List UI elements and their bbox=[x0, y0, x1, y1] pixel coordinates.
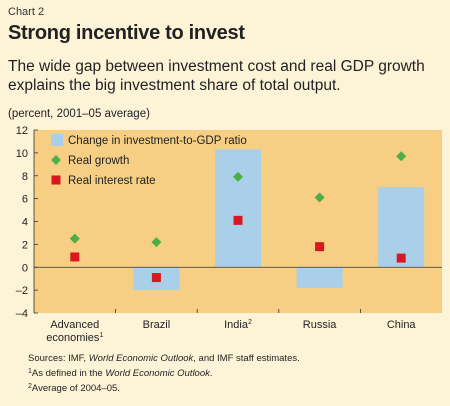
interest-point-0 bbox=[70, 252, 80, 262]
growth-point-4 bbox=[396, 151, 407, 162]
y-tick-label-7: 10 bbox=[16, 148, 28, 160]
interest-point-2 bbox=[233, 215, 243, 225]
chart-sources: Sources: IMF, World Economic Outlook, an… bbox=[28, 352, 300, 395]
sources-line: Sources: IMF, World Economic Outlook, an… bbox=[28, 353, 300, 364]
legend-interest-swatch bbox=[51, 175, 61, 185]
growth-point-1 bbox=[151, 237, 162, 248]
x-label-1-0: Brazil bbox=[143, 319, 171, 331]
legend-label-interest: Real interest rate bbox=[68, 175, 156, 187]
y-tick-label-4: 4 bbox=[22, 217, 28, 229]
chart-title: Strong incentive to invest bbox=[8, 22, 245, 44]
growth-point-0 bbox=[69, 233, 80, 244]
y-tick-label-3: 2 bbox=[22, 239, 28, 251]
x-label-0-0: Advanced bbox=[50, 319, 99, 331]
y-tick-label-0: –4 bbox=[16, 308, 28, 320]
growth-point-2 bbox=[233, 171, 243, 182]
y-tick-label-6: 8 bbox=[22, 171, 28, 183]
legend-growth-swatch bbox=[51, 155, 61, 165]
y-tick-label-5: 6 bbox=[22, 194, 28, 206]
interest-point-3 bbox=[315, 242, 325, 252]
interest-point-1 bbox=[151, 273, 161, 283]
y-tick-label-1: –2 bbox=[16, 285, 28, 297]
x-label-4-0: China bbox=[387, 319, 417, 331]
chart-units: (percent, 2001–05 average) bbox=[8, 108, 150, 120]
x-label-3-0: Russia bbox=[303, 319, 338, 331]
x-label-2-0: India2 bbox=[224, 319, 252, 331]
legend-label-growth: Real growth bbox=[68, 155, 129, 167]
y-tick-label-2: 0 bbox=[22, 262, 28, 274]
bar-2 bbox=[215, 149, 261, 268]
interest-point-4 bbox=[396, 253, 406, 263]
chart-number: Chart 2 bbox=[8, 6, 45, 18]
bar-3 bbox=[296, 267, 343, 288]
x-label-0-1: economies1 bbox=[46, 332, 103, 344]
growth-point-3 bbox=[314, 192, 325, 203]
x-label-footnote-mark: 1 bbox=[99, 332, 103, 339]
legend-label-bar: Change in investment-to-GDP ratio bbox=[68, 135, 247, 147]
x-label-footnote-mark: 2 bbox=[248, 319, 252, 326]
chart-subtitle: The wide gap between investment cost and… bbox=[8, 58, 425, 94]
footnote-1: 1As defined in the World Economic Outloo… bbox=[28, 368, 213, 379]
y-tick-label-8: 12 bbox=[16, 125, 28, 137]
legend-bar-swatch bbox=[51, 134, 63, 146]
footnote-2: 2Average of 2004–05. bbox=[28, 383, 120, 394]
